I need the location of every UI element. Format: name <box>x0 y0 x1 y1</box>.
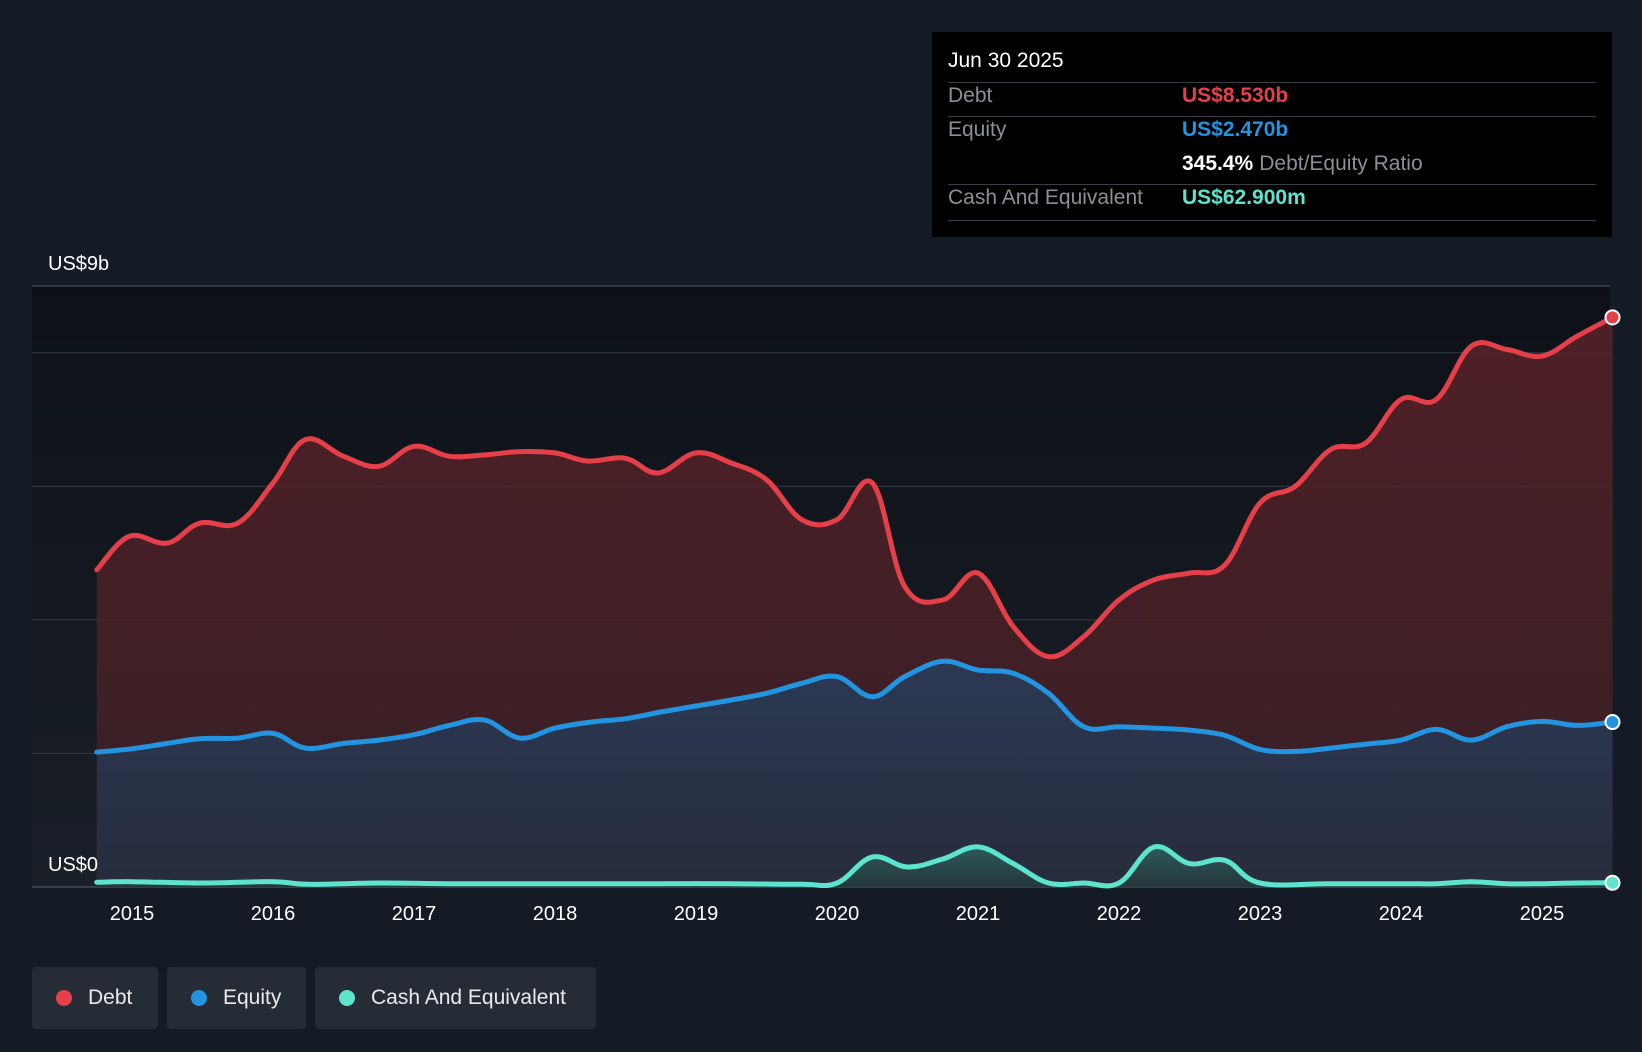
legend-label-debt: Debt <box>88 986 133 1009</box>
x-tick-label: 2015 <box>110 903 155 925</box>
y-axis-top-label: US$9b <box>48 253 109 275</box>
tooltip-cash-label: Cash And Equivalent <box>948 186 1143 209</box>
x-tick-label: 2022 <box>1097 903 1142 925</box>
cash-dot-icon <box>339 990 355 1006</box>
tooltip-divider <box>948 184 1596 185</box>
x-tick-label: 2021 <box>956 903 1001 925</box>
tooltip-equity-label: Equity <box>948 118 1007 141</box>
legend-label-equity: Equity <box>223 986 282 1009</box>
tooltip-divider <box>948 82 1596 83</box>
x-tick-label: 2018 <box>533 903 578 925</box>
equity-endpoint-marker <box>1604 714 1621 731</box>
tooltip-cash-value: US$62.900m <box>1182 186 1306 209</box>
tooltip-divider <box>948 220 1596 221</box>
x-tick-label: 2019 <box>674 903 719 925</box>
x-tick-label: 2023 <box>1238 903 1283 925</box>
legend-label-cash: Cash And Equivalent <box>371 986 566 1009</box>
x-tick-label: 2024 <box>1379 903 1424 925</box>
y-axis-bottom-label: US$0 <box>48 854 98 876</box>
cash-endpoint-marker <box>1604 874 1621 891</box>
tooltip-debt-value: US$8.530b <box>1182 84 1289 107</box>
debt-dot-icon <box>56 990 72 1006</box>
x-tick-label: 2020 <box>815 903 860 925</box>
tooltip-debt-label: Debt <box>948 84 993 107</box>
tooltip-panel: Jun 30 2025 Debt US$8.530b Equity US$2.4… <box>932 32 1612 237</box>
tooltip-ratio-value: 345.4% <box>1182 152 1254 175</box>
tooltip-ratio-label: Debt/Equity Ratio <box>1259 152 1423 175</box>
debt-line <box>94 314 1615 660</box>
cash-line <box>94 844 1615 889</box>
x-tick-label: 2025 <box>1520 903 1565 925</box>
tooltip-divider <box>948 116 1596 117</box>
tooltip-ratio: 345.4% Debt/Equity Ratio <box>1182 152 1423 176</box>
tooltip-date: Jun 30 2025 <box>948 49 1064 72</box>
equity-area <box>96 661 1613 887</box>
equity-line <box>94 658 1615 755</box>
x-tick-label: 2017 <box>392 903 437 925</box>
equity-dot-icon <box>191 990 207 1006</box>
legend-item-equity[interactable]: Equity <box>167 967 306 1029</box>
x-tick-label: 2016 <box>251 903 296 925</box>
legend-item-debt[interactable]: Debt <box>32 967 158 1029</box>
debt-endpoint-marker <box>1604 309 1621 326</box>
legend-item-cash[interactable]: Cash And Equivalent <box>315 967 596 1029</box>
cash-area <box>96 846 1613 887</box>
tooltip-equity-value: US$2.470b <box>1182 118 1289 141</box>
